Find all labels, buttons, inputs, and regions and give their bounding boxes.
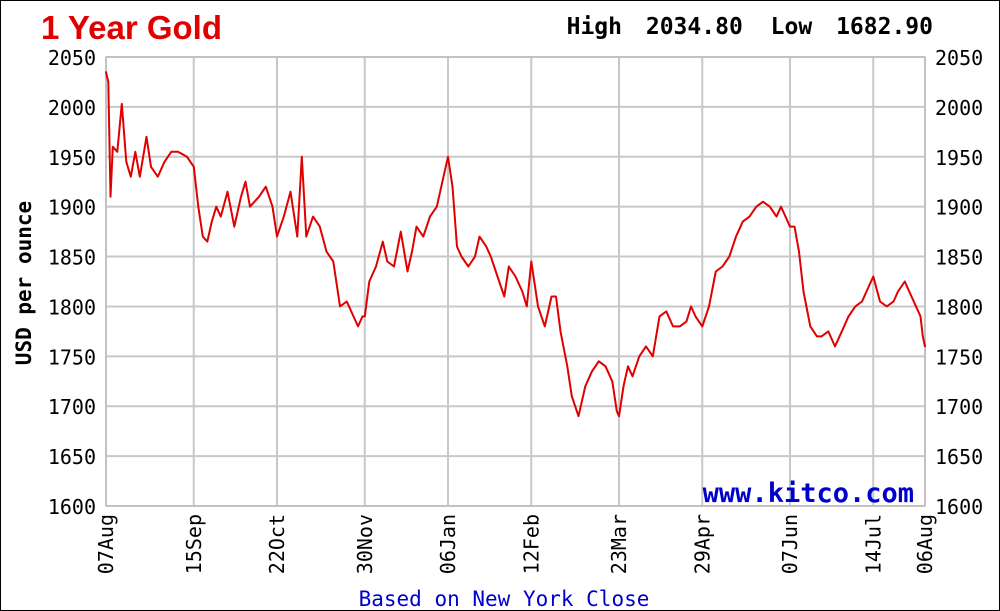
y-tick-label-right: 2050: [935, 46, 983, 70]
x-tick-label: 14Jul: [861, 514, 885, 574]
y-axis-label: USD per ounce: [12, 201, 36, 365]
x-tick-label: 29Apr: [690, 514, 714, 574]
x-tick-label: 22Oct: [265, 514, 289, 574]
y-tick-label-left: 2000: [48, 96, 96, 120]
low-value: 1682.90: [836, 14, 933, 40]
low-label: Low: [771, 14, 813, 40]
series-group: [105, 71, 926, 418]
x-tick-label: 23Mar: [607, 514, 631, 574]
plot-area: [105, 56, 926, 507]
y-tick-label-left: 1650: [48, 445, 96, 469]
y-tick-label-right: 1700: [935, 395, 983, 419]
x-axis-ticks: 07Aug 15Sep 22Oct 30Nov 06Jan 12Feb 23Mar 29Apr…: [94, 514, 937, 574]
y-tick-label-left: 1800: [48, 295, 96, 319]
y-axis-right-ticks: 1600 1650 1700 1750 1800 1850 1900 1950 2000 2050: [935, 46, 983, 519]
x-axis-label: Based on New York Close: [359, 587, 650, 610]
gold-price-line: [105, 71, 926, 418]
y-tick-label-right: 2000: [935, 96, 983, 120]
y-tick-label-right: 1950: [935, 146, 983, 170]
y-tick-label-right: 1750: [935, 345, 983, 369]
y-tick-label-right: 1600: [935, 495, 983, 519]
x-tick-label: 30Nov: [353, 514, 377, 574]
y-tick-label-right: 1900: [935, 196, 983, 220]
y-tick-label-right: 1850: [935, 246, 983, 270]
x-tick-label: 07Aug: [94, 514, 118, 574]
x-tick-label: 12Feb: [519, 514, 543, 574]
y-tick-label-left: 1700: [48, 395, 96, 419]
kitco-watermark: www.kitco.com: [703, 478, 914, 509]
y-tick-label-left: 1900: [48, 196, 96, 220]
y-tick-label-left: 2050: [48, 46, 96, 70]
x-tick-label: 07Jun: [778, 514, 802, 574]
x-tick-label: 06Jan: [436, 514, 460, 574]
y-tick-label-right: 1650: [935, 445, 983, 469]
y-tick-label-left: 1600: [48, 495, 96, 519]
y-tick-label-right: 1800: [935, 295, 983, 319]
y-tick-label-left: 1950: [48, 146, 96, 170]
high-value: 2034.80: [646, 14, 743, 40]
high-label: High: [567, 14, 622, 40]
x-tick-label: 06Aug: [913, 514, 937, 574]
y-tick-label-left: 1750: [48, 345, 96, 369]
x-tick-label: 15Sep: [182, 514, 206, 574]
y-axis-left-ticks: 1600 1650 1700 1750 1800 1850 1900 1950 2000 2050: [48, 46, 96, 519]
y-tick-label-left: 1850: [48, 246, 96, 270]
chart-title: 1 Year Gold: [41, 9, 222, 46]
high-low-stats: High 2034.80 Low 1682.90: [567, 14, 933, 40]
